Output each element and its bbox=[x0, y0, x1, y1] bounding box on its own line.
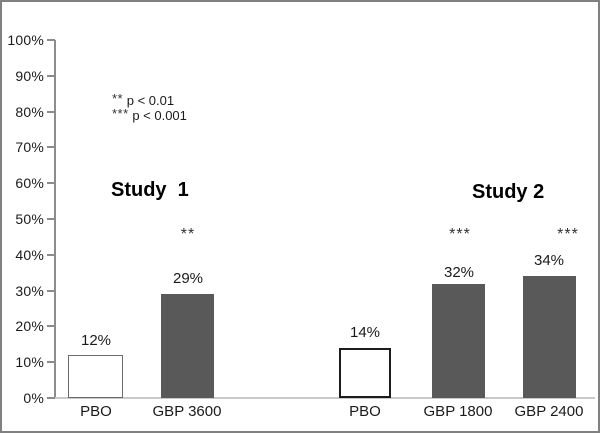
legend-text: p < 0.001 bbox=[132, 108, 187, 123]
y-tick-label: 40% bbox=[15, 247, 44, 263]
significance-mark-gbp3600: ** bbox=[180, 226, 196, 243]
significance-mark-gbp2400: *** bbox=[557, 226, 579, 243]
y-tick bbox=[47, 361, 55, 363]
y-tick bbox=[47, 75, 55, 77]
value-label-gbp1800: 32% bbox=[443, 264, 475, 281]
y-tick-label: 50% bbox=[15, 211, 44, 227]
significance-mark-gbp1800: *** bbox=[449, 226, 471, 243]
y-tick-label: 70% bbox=[15, 139, 44, 155]
value-label-gbp2400: 34% bbox=[533, 252, 565, 269]
y-tick-label: 10% bbox=[15, 354, 44, 370]
bar-gbp1800 bbox=[432, 283, 485, 398]
bar-gbp2400 bbox=[523, 276, 576, 398]
y-tick bbox=[47, 182, 55, 184]
legend-line-p001: *** p < 0.001 bbox=[112, 105, 187, 123]
y-tick bbox=[47, 39, 55, 41]
y-tick-label: 30% bbox=[15, 283, 44, 299]
y-tick bbox=[47, 111, 55, 113]
y-tick-label: 80% bbox=[15, 104, 44, 120]
x-label-gbp1800: GBP 1800 bbox=[423, 403, 493, 420]
x-axis-line bbox=[55, 397, 595, 399]
x-label-gbp3600: GBP 3600 bbox=[152, 403, 222, 420]
x-label-gbp2400: GBP 2400 bbox=[514, 403, 584, 420]
y-tick bbox=[47, 397, 55, 399]
double-asterisk-symbol: ** bbox=[112, 90, 124, 106]
x-label-pbo-study2: PBO bbox=[349, 403, 381, 420]
triple-asterisk-symbol: *** bbox=[112, 105, 129, 121]
bar-pbo-study2 bbox=[339, 347, 391, 398]
value-label-gbp3600: 29% bbox=[172, 270, 204, 287]
bar-gbp3600 bbox=[161, 294, 214, 398]
y-tick-label: 100% bbox=[7, 32, 44, 48]
y-tick-label: 60% bbox=[15, 175, 44, 191]
legend-text: p < 0.01 bbox=[126, 93, 175, 108]
study2-title: Study 2 bbox=[472, 181, 545, 203]
legend-line-p01: ** p < 0.01 bbox=[112, 90, 175, 108]
y-tick bbox=[47, 218, 55, 220]
y-tick bbox=[47, 254, 55, 256]
y-tick bbox=[47, 146, 55, 148]
y-tick bbox=[47, 290, 55, 292]
study1-title: Study 1 bbox=[111, 179, 189, 201]
value-label-pbo-study1: 12% bbox=[80, 332, 112, 349]
x-label-pbo-study1: PBO bbox=[80, 403, 112, 420]
y-tick-label: 90% bbox=[15, 68, 44, 84]
value-label-pbo-study2: 14% bbox=[349, 324, 381, 341]
bar-pbo-study1 bbox=[68, 355, 123, 398]
y-tick-label: 20% bbox=[15, 318, 44, 334]
y-tick bbox=[47, 325, 55, 327]
y-tick-label: 0% bbox=[23, 390, 44, 406]
